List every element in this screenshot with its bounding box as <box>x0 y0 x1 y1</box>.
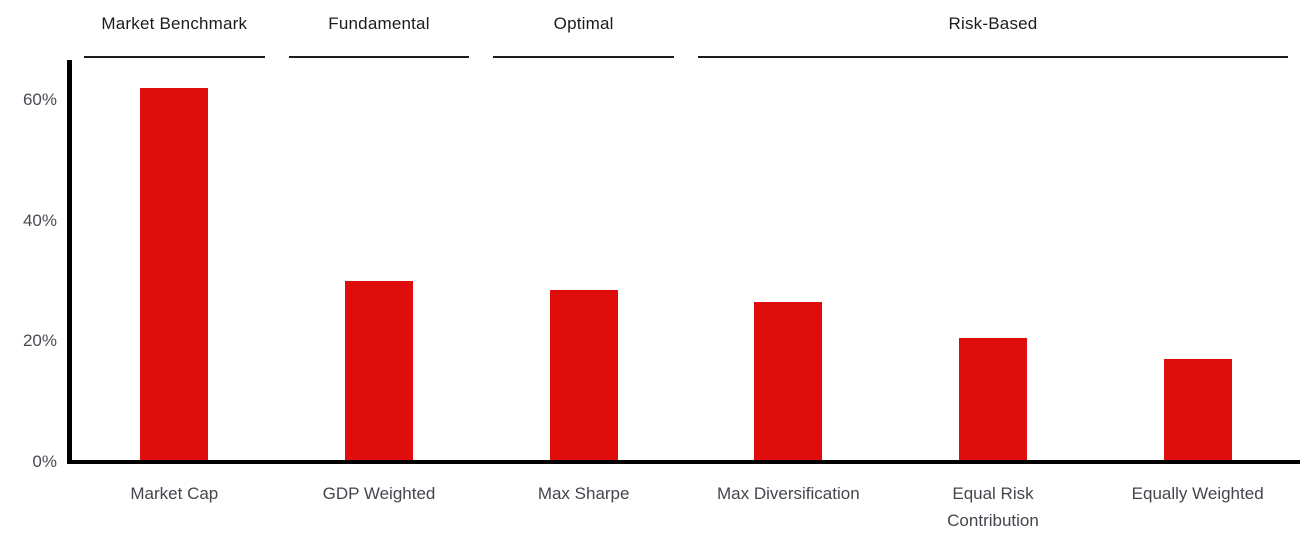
bar-gdp-weighted <box>345 281 413 462</box>
group-header-optimal: Optimal <box>553 14 614 33</box>
group-underline-fundamental <box>288 56 470 58</box>
x-label-gdp-weighted: GDP Weighted <box>279 480 479 507</box>
y-tick-label-40: 40% <box>22 210 57 230</box>
group-header-risk-based: Risk-Based <box>948 14 1038 33</box>
x-label-line: GDP Weighted <box>322 484 436 503</box>
group-header-market-benchmark: Market Benchmark <box>101 14 248 33</box>
y-tick-label-0: 0% <box>32 452 57 471</box>
y-tick-label-20: 20% <box>22 331 57 351</box>
x-label-line: Equal Risk <box>952 484 1034 503</box>
x-label-line: Market Cap <box>130 484 219 503</box>
x-label-equally-weighted: Equally Weighted <box>1098 480 1298 507</box>
group-underline-optimal <box>493 56 674 58</box>
x-label-max-sharpe: Max Sharpe <box>484 480 684 507</box>
group-underline-risk-based <box>698 56 1288 58</box>
bar-equal-risk-contribution <box>959 338 1027 462</box>
bar-market-cap <box>140 87 209 462</box>
y-axis-line <box>67 60 72 464</box>
x-label-line: Max Diversification <box>717 484 860 503</box>
y-tick-label-60: 60% <box>22 90 57 110</box>
bar-max-sharpe <box>549 290 618 462</box>
bar-max-diversification <box>754 302 823 462</box>
x-label-equal-risk-contribution: Equal Risk Contribution <box>893 480 1093 534</box>
group-underline-market-benchmark <box>84 56 265 58</box>
x-label-market-cap: Market Cap <box>74 480 274 507</box>
bar-equally-weighted <box>1163 359 1232 462</box>
x-axis-line <box>67 460 1300 464</box>
x-label-line: Equally Weighted <box>1131 484 1264 503</box>
group-header-fundamental: Fundamental <box>328 14 430 33</box>
x-label-line: Max Sharpe <box>537 484 630 503</box>
x-label-line: Contribution <box>947 511 1039 530</box>
x-label-max-diversification: Max Diversification <box>688 480 888 507</box>
